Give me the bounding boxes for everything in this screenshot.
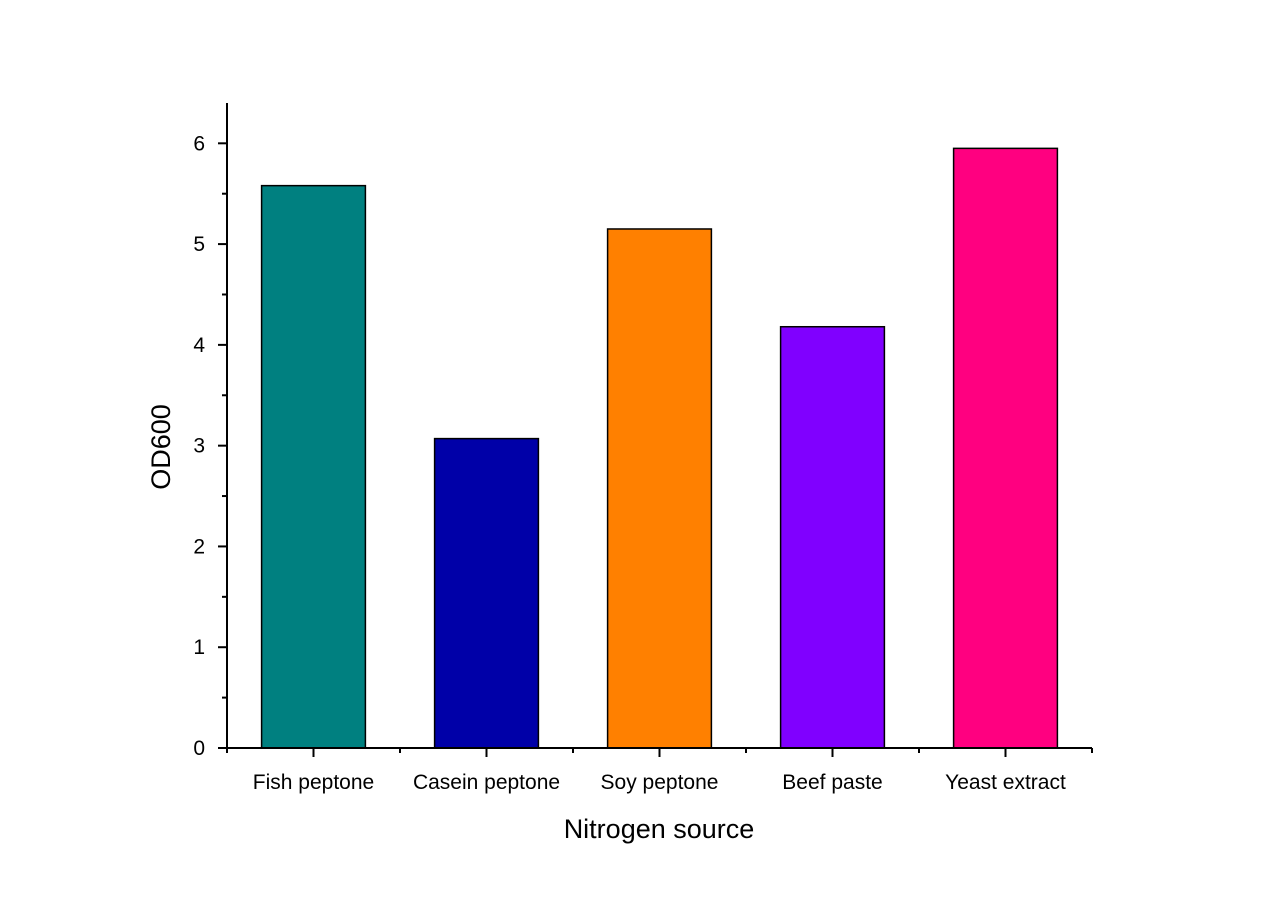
- x-tick-label: Fish peptone: [253, 771, 374, 794]
- bar-casein-peptone: [433, 437, 540, 749]
- y-tick-label: 2: [193, 535, 205, 558]
- y-ticks-group: 0 1 2 3 4 5 6: [193, 132, 227, 760]
- y-tick-label: 4: [193, 334, 205, 357]
- y-axis-title: OD600: [146, 404, 176, 490]
- y-tick-label: 6: [193, 132, 205, 155]
- x-ticks-group: Fish peptone Casein peptone Soy peptone Bee…: [226, 748, 1093, 794]
- bar-fish-peptone: [260, 184, 367, 749]
- y-tick-label: 3: [193, 435, 205, 458]
- x-tick-label: Soy peptone: [601, 771, 719, 794]
- y-tick-label: 5: [193, 233, 205, 256]
- x-tick-label: Casein peptone: [413, 771, 560, 794]
- bar-soy-peptone: [606, 228, 713, 749]
- y-tick-label: 0: [193, 737, 205, 760]
- bar-yeast-extract: [952, 147, 1059, 749]
- x-tick-label: Yeast extract: [945, 771, 1066, 794]
- bar-beef-paste: [779, 325, 886, 749]
- x-axis-title: Nitrogen source: [564, 814, 755, 844]
- bars-group: [260, 147, 1059, 749]
- x-tick-label: Beef paste: [782, 771, 882, 794]
- y-tick-label: 1: [193, 636, 205, 659]
